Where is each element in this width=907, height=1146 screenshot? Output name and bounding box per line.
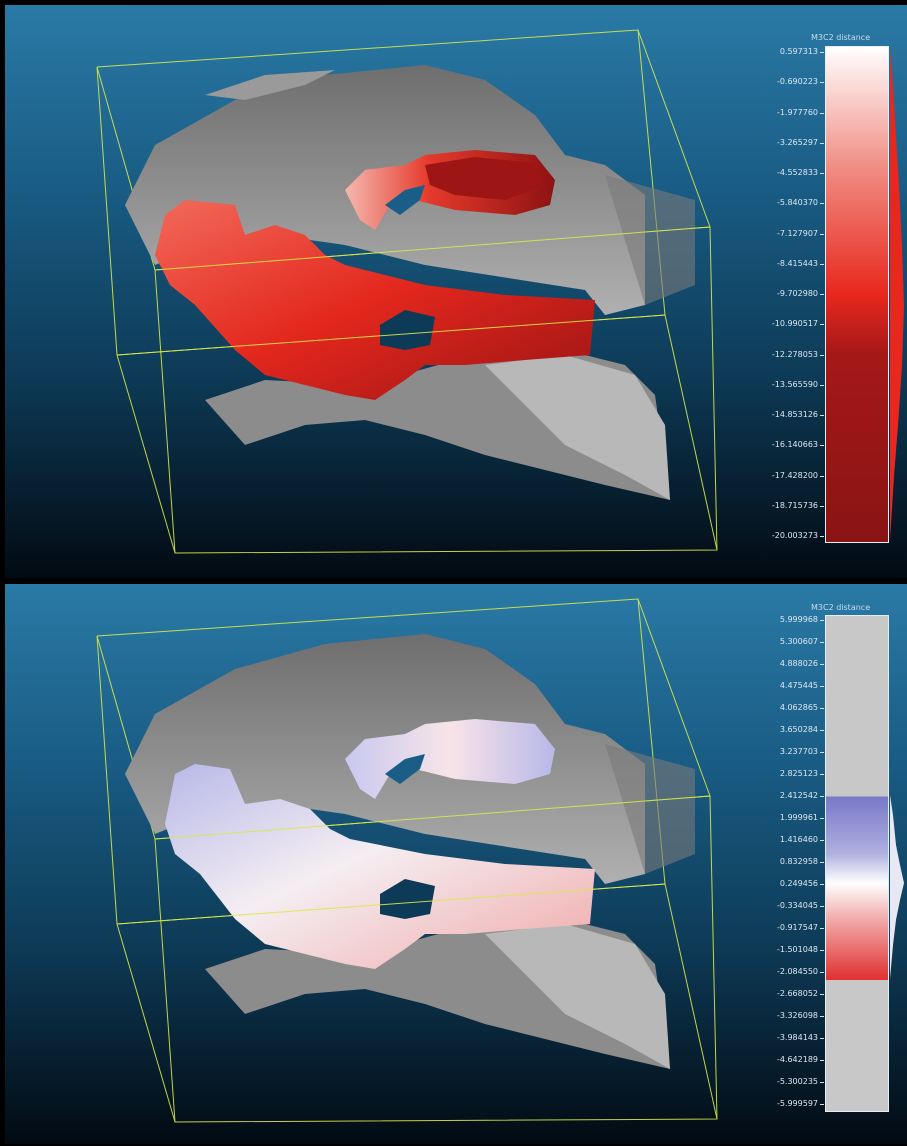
scale-tick-label: 1.416460 bbox=[754, 835, 824, 844]
viewport-top[interactable]: M3C2 distance 0.597313 -0.690223 -1.977760… bbox=[5, 5, 907, 578]
scale-tick-label: -3.984143 bbox=[754, 1033, 824, 1042]
scale-tick-label: -0.334045 bbox=[754, 901, 824, 910]
scale-tick-label: 3.237703 bbox=[754, 747, 824, 756]
scale-tick-label: -5.840370 bbox=[754, 198, 824, 207]
scale-tick-label: 0.249456 bbox=[754, 879, 824, 888]
point-cloud-scene-bottom[interactable] bbox=[5, 584, 907, 1144]
scale-tick-label: -18.715736 bbox=[754, 501, 824, 510]
scale-tick-label: -20.003273 bbox=[754, 531, 824, 540]
m3c2-surface-top bbox=[155, 150, 595, 400]
histogram-top bbox=[890, 46, 904, 541]
scale-tick-label: 3.650284 bbox=[754, 725, 824, 734]
scale-tick-label: -8.415443 bbox=[754, 259, 824, 268]
m3c2-surface-bottom bbox=[165, 719, 595, 969]
scale-tick-label: -2.084550 bbox=[754, 967, 824, 976]
scale-tick-label: -5.300235 bbox=[754, 1077, 824, 1086]
scale-tick-label: 1.999961 bbox=[754, 813, 824, 822]
scale-tick-label: 4.888026 bbox=[754, 659, 824, 668]
scale-tick-label: 2.412542 bbox=[754, 791, 824, 800]
scale-tick-label: -4.552833 bbox=[754, 168, 824, 177]
scalebar-title-bottom: M3C2 distance bbox=[811, 603, 871, 612]
scale-tick-label: -12.278053 bbox=[754, 350, 824, 359]
scale-tick-label: -13.565590 bbox=[754, 380, 824, 389]
scale-tick-label: -9.702980 bbox=[754, 289, 824, 298]
scale-tick-label: -17.428200 bbox=[754, 471, 824, 480]
scale-tick-label: -10.990517 bbox=[754, 319, 824, 328]
scale-tick-label: -0.917547 bbox=[754, 923, 824, 932]
scale-tick-label: -14.853126 bbox=[754, 410, 824, 419]
scale-tick-label: 2.825123 bbox=[754, 769, 824, 778]
scale-tick-label: 0.597313 bbox=[754, 47, 824, 56]
scale-tick-label: -1.977760 bbox=[754, 108, 824, 117]
scale-tick-label: 5.300607 bbox=[754, 637, 824, 646]
scale-tick-label: 4.475445 bbox=[754, 681, 824, 690]
scale-tick-label: -7.127907 bbox=[754, 229, 824, 238]
scale-tick-label: -0.690223 bbox=[754, 77, 824, 86]
scale-tick-label: 5.999968 bbox=[754, 615, 824, 624]
scale-tick-label: -3.265297 bbox=[754, 138, 824, 147]
scale-tick-label: 4.062865 bbox=[754, 703, 824, 712]
scalebar-title-top: M3C2 distance bbox=[811, 33, 871, 42]
histogram-bottom bbox=[890, 795, 904, 979]
scale-tick-label: -5.999597 bbox=[754, 1099, 824, 1108]
scale-tick-label: -4.642189 bbox=[754, 1055, 824, 1064]
color-scale-bar-bottom[interactable] bbox=[825, 615, 889, 1112]
scale-tick-label: -3.326098 bbox=[754, 1011, 824, 1020]
point-cloud-scene-top[interactable] bbox=[5, 5, 907, 578]
scale-tick-label: -16.140663 bbox=[754, 440, 824, 449]
scale-tick-label: -2.668052 bbox=[754, 989, 824, 998]
viewport-bottom[interactable]: M3C2 distance 5.999968 5.300607 4.888026 4.… bbox=[5, 584, 907, 1144]
color-scale-bar-top[interactable] bbox=[825, 46, 889, 543]
scale-tick-label: -1.501048 bbox=[754, 945, 824, 954]
scale-tick-label: 0.832958 bbox=[754, 857, 824, 866]
